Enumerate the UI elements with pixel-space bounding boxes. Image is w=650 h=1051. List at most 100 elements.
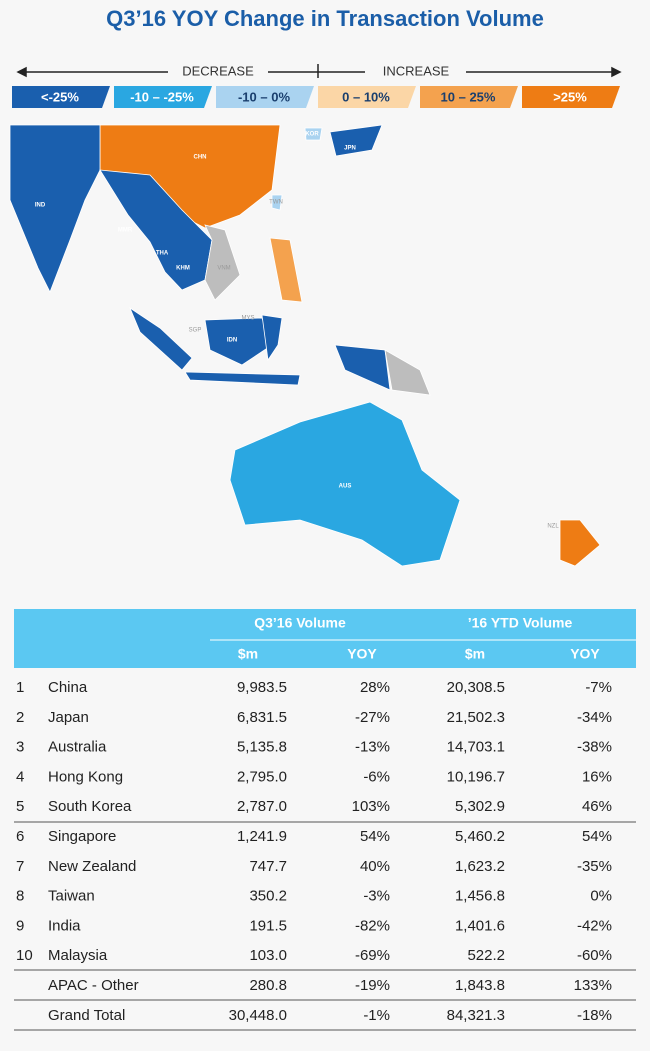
cell: 16% — [582, 768, 612, 785]
cell: 84,321.3 — [447, 1007, 505, 1024]
cell: -69% — [355, 947, 390, 964]
cell: 21,502.3 — [447, 709, 505, 726]
table-header — [14, 609, 636, 668]
group-header: ’16 YTD Volume — [468, 615, 573, 631]
increase-label: INCREASE — [383, 63, 450, 78]
legend-swatch — [12, 86, 110, 108]
legend-label: 10 – 25% — [441, 89, 496, 104]
cell: 191.5 — [249, 917, 287, 934]
cell: 6,831.5 — [237, 709, 287, 726]
cell: 54% — [360, 828, 390, 845]
cell: 1,843.8 — [455, 977, 505, 994]
cell: 9,983.5 — [237, 679, 287, 696]
cell: 1,401.6 — [455, 917, 505, 934]
cell: 46% — [582, 798, 612, 815]
rank: 2 — [16, 709, 24, 726]
map-label: TWN — [269, 200, 283, 206]
cell: 0% — [590, 888, 612, 905]
cell: 1,623.2 — [455, 858, 505, 875]
cell: 133% — [574, 977, 612, 994]
cell: -1% — [363, 1007, 390, 1024]
legend-label: >25% — [553, 89, 587, 104]
legend-label: -10 – -25% — [130, 89, 194, 104]
legend-swatch — [114, 86, 212, 108]
cell: 280.8 — [249, 977, 287, 994]
cell: 522.2 — [467, 947, 505, 964]
row-name: Australia — [48, 739, 107, 756]
cell: -3% — [363, 888, 390, 905]
legend-swatch — [522, 86, 620, 108]
map — [9, 124, 601, 567]
legend-label: -10 – 0% — [238, 89, 290, 104]
row-name: Japan — [48, 709, 89, 726]
cell: 5,460.2 — [455, 828, 505, 845]
cell: 28% — [360, 679, 390, 696]
cell: 103% — [352, 798, 390, 815]
cell: 5,135.8 — [237, 739, 287, 756]
legend-arrows — [16, 64, 622, 78]
map-label: JPN — [344, 146, 356, 152]
cell: -42% — [577, 917, 612, 934]
rank: 6 — [16, 828, 24, 845]
cell: -82% — [355, 917, 390, 934]
decrease-label: DECREASE — [182, 63, 254, 78]
rank: 9 — [16, 917, 24, 934]
cell: -13% — [355, 739, 390, 756]
sub-header: YOY — [347, 646, 377, 662]
row-name: Malaysia — [48, 947, 108, 964]
sub-header: $m — [238, 646, 258, 662]
cell: 40% — [360, 858, 390, 875]
legend-label: 0 – 10% — [342, 89, 390, 104]
cell: 30,448.0 — [229, 1007, 287, 1024]
rank: 8 — [16, 888, 24, 905]
rank: 10 — [16, 947, 33, 964]
row-name: China — [48, 679, 88, 696]
map-label: IDN — [227, 338, 237, 344]
cell: 103.0 — [249, 947, 287, 964]
cell: -18% — [577, 1007, 612, 1024]
rank: 5 — [16, 798, 24, 815]
cell: -19% — [355, 977, 390, 994]
cell: 350.2 — [249, 888, 287, 905]
legend-swatch — [318, 86, 416, 108]
map-label: THA — [156, 251, 169, 257]
rank: 1 — [16, 679, 24, 696]
row-name: Singapore — [48, 828, 116, 845]
rank: 3 — [16, 739, 24, 756]
map-label: NZL — [547, 524, 559, 530]
cell: 1,456.8 — [455, 888, 505, 905]
map-label: MMR — [118, 228, 133, 234]
rank: 7 — [16, 858, 24, 875]
cell: 5,302.9 — [455, 798, 505, 815]
row-name: New Zealand — [48, 858, 136, 875]
cell: -35% — [577, 858, 612, 875]
cell: 14,703.1 — [447, 739, 505, 756]
map-label: KHM — [176, 266, 190, 272]
sub-header: $m — [465, 646, 485, 662]
row-name: Taiwan — [48, 888, 95, 905]
cell: -7% — [585, 679, 612, 696]
cell: 54% — [582, 828, 612, 845]
group-header: Q3’16 Volume — [254, 615, 346, 631]
cell: -38% — [577, 739, 612, 756]
rank: 4 — [16, 768, 24, 785]
row-name: Grand Total — [48, 1007, 125, 1024]
cell: 1,241.9 — [237, 828, 287, 845]
row-name: Hong Kong — [48, 768, 123, 785]
legend-label: <-25% — [41, 89, 79, 104]
cell: 10,196.7 — [447, 768, 505, 785]
row-name: South Korea — [48, 798, 132, 815]
title: Q3’16 YOY Change in Transaction Volume — [106, 6, 544, 31]
cell: -60% — [577, 947, 612, 964]
cell: -27% — [355, 709, 390, 726]
cell: 20,308.5 — [447, 679, 505, 696]
cell: 747.7 — [249, 858, 287, 875]
map-label: CHN — [194, 155, 207, 161]
row-name: India — [48, 917, 81, 934]
table: Q3’16 Volume ’16 YTD Volume $m YOY $m YOY 1 Chi… — [14, 615, 636, 1031]
cell: 2,795.0 — [237, 768, 287, 785]
map-labels: CHN IND MMR THA KHM VNM SGP MYS IDN AUS NZL KOR JPN T… — [35, 132, 559, 530]
cell: -6% — [363, 768, 390, 785]
map-label: KOR — [305, 132, 319, 138]
